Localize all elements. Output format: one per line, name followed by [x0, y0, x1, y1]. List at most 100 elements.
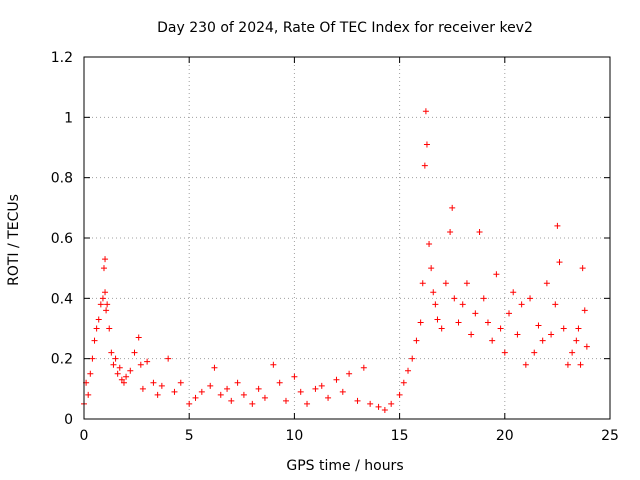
data-point [501, 349, 508, 356]
data-point [118, 376, 125, 383]
data-point [396, 391, 403, 398]
x-axis-label: GPS time / hours [286, 458, 403, 474]
y-tick-label: 1 [64, 110, 73, 126]
data-point [116, 364, 123, 371]
y-tick-label: 0 [64, 412, 73, 428]
data-point [409, 355, 416, 362]
data-point [421, 162, 428, 169]
axis-ticks [83, 56, 611, 420]
data-points [81, 108, 590, 413]
data-point [459, 301, 466, 308]
data-point [207, 382, 214, 389]
data-point [432, 301, 439, 308]
data-point [575, 325, 582, 332]
data-point [177, 379, 184, 386]
data-point [137, 361, 144, 368]
data-point [144, 358, 151, 365]
data-point [430, 289, 437, 296]
data-point [577, 361, 584, 368]
data-point [346, 370, 353, 377]
data-point [554, 222, 561, 229]
data-point [127, 367, 134, 374]
data-point [480, 295, 487, 302]
data-point [428, 265, 435, 272]
data-point [270, 361, 277, 368]
data-point [139, 385, 146, 392]
data-point [110, 361, 117, 368]
data-point [506, 310, 513, 317]
data-point [97, 301, 104, 308]
data-point [423, 141, 430, 148]
data-point [543, 280, 550, 287]
grid-lines [84, 57, 610, 419]
data-point [100, 265, 107, 272]
data-point [449, 204, 456, 211]
data-point [497, 325, 504, 332]
data-point [165, 355, 172, 362]
y-axis-label: ROTI / TECUs [6, 194, 22, 286]
data-point [438, 325, 445, 332]
data-point [426, 241, 433, 248]
y-tick-label: 0.8 [51, 171, 73, 187]
x-tick-label: 0 [80, 428, 89, 444]
x-tick-label: 10 [285, 428, 303, 444]
data-point [85, 391, 92, 398]
data-point [186, 400, 193, 407]
data-point [120, 379, 127, 386]
data-point [569, 349, 576, 356]
data-point [484, 319, 491, 326]
data-point [493, 271, 500, 278]
data-point [581, 307, 588, 314]
y-tick-label: 0.2 [51, 352, 73, 368]
data-point [375, 403, 382, 410]
data-point [95, 316, 102, 323]
data-point [106, 325, 113, 332]
data-point [114, 370, 121, 377]
data-point [224, 385, 231, 392]
data-point [297, 388, 304, 395]
data-point [539, 337, 546, 344]
chart-title: Day 230 of 2024, Rate Of TEC Index for r… [157, 20, 533, 36]
data-point [211, 364, 218, 371]
x-tick-label: 5 [185, 428, 194, 444]
data-point [291, 373, 298, 380]
data-point [413, 337, 420, 344]
data-point [333, 376, 340, 383]
data-point [381, 406, 388, 413]
y-tick-label: 0.6 [51, 231, 73, 247]
tick-labels: 0 5 10 15 20 25 0 0.2 0.4 0.6 0.8 1 1.2 [51, 50, 619, 444]
data-point [192, 394, 199, 401]
data-point [442, 280, 449, 287]
data-point [228, 397, 235, 404]
data-point [564, 361, 571, 368]
data-point [104, 301, 111, 308]
data-point [198, 388, 205, 395]
data-point [552, 301, 559, 308]
data-point [102, 289, 109, 296]
data-point [419, 280, 426, 287]
data-point [514, 331, 521, 338]
y-tick-label: 1.2 [51, 50, 73, 66]
data-point [150, 379, 157, 386]
data-point [400, 379, 407, 386]
data-point [282, 397, 289, 404]
data-point [531, 349, 538, 356]
data-point [451, 295, 458, 302]
data-point [573, 337, 580, 344]
data-point [548, 331, 555, 338]
data-point [89, 355, 96, 362]
data-point [154, 391, 161, 398]
x-tick-label: 15 [391, 428, 409, 444]
data-point [171, 388, 178, 395]
data-point [422, 108, 429, 115]
data-point [261, 394, 268, 401]
data-point [360, 364, 367, 371]
data-point [489, 337, 496, 344]
data-point [108, 349, 115, 356]
data-point [405, 367, 412, 374]
data-point [131, 349, 138, 356]
data-point [518, 301, 525, 308]
data-point [103, 307, 110, 314]
data-point [234, 379, 241, 386]
